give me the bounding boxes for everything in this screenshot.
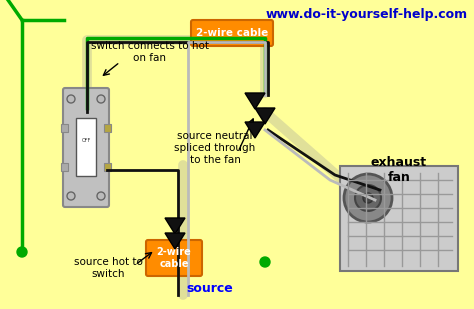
Circle shape: [97, 192, 105, 200]
Text: 2-wire cable: 2-wire cable: [196, 28, 268, 38]
Circle shape: [17, 247, 27, 257]
Text: 2-wire
cable: 2-wire cable: [156, 247, 191, 269]
Bar: [76, 118, 96, 176]
Text: OFF: OFF: [82, 138, 91, 142]
FancyBboxPatch shape: [63, 88, 109, 207]
Text: source: source: [187, 281, 233, 294]
FancyBboxPatch shape: [191, 20, 273, 46]
Bar: [104, 163, 111, 171]
Text: source neutral
spliced through
to the fan: source neutral spliced through to the fa…: [174, 131, 255, 165]
Circle shape: [67, 192, 75, 200]
Circle shape: [260, 257, 270, 267]
Polygon shape: [245, 93, 265, 109]
Text: switch connects to hot
on fan: switch connects to hot on fan: [91, 41, 209, 63]
Text: exhaust
fan: exhaust fan: [371, 156, 427, 184]
FancyBboxPatch shape: [146, 240, 202, 276]
Circle shape: [97, 95, 105, 103]
Polygon shape: [245, 122, 265, 138]
Text: source hot to
switch: source hot to switch: [73, 257, 143, 279]
Circle shape: [355, 185, 381, 211]
Circle shape: [67, 95, 75, 103]
Bar: [61, 163, 68, 171]
Polygon shape: [255, 108, 275, 124]
Bar: [61, 124, 68, 132]
Text: www.do-it-yourself-help.com: www.do-it-yourself-help.com: [266, 8, 468, 21]
Bar: [340, 166, 458, 271]
Polygon shape: [165, 233, 185, 249]
Circle shape: [363, 193, 373, 203]
Circle shape: [344, 174, 392, 222]
Polygon shape: [165, 218, 185, 234]
Bar: [104, 124, 111, 132]
